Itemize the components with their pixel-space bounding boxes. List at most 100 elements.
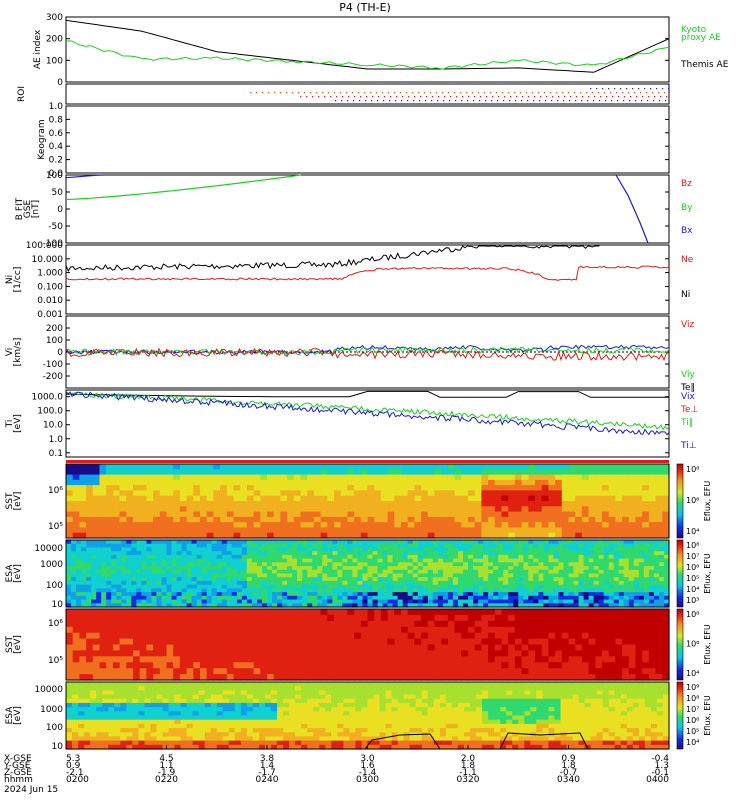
esa-ion-cell — [126, 566, 132, 571]
esa-ion-cell — [397, 603, 404, 608]
esa-ion-cell — [176, 566, 183, 571]
sst-ion-cell — [166, 522, 174, 528]
esa-ion-cell — [543, 592, 549, 597]
sst-elec-cell — [528, 609, 536, 616]
esa-ion-cell — [633, 595, 640, 601]
sst-ion-cell — [334, 501, 342, 507]
esa-ion-cell — [166, 547, 173, 552]
esa-ion-cell — [181, 569, 188, 575]
esa-ion-cell — [277, 603, 283, 608]
roi-dot — [527, 100, 529, 102]
sst-elec-cell — [340, 626, 348, 634]
esa-ion-cell — [161, 566, 168, 571]
sst-ion-cell — [173, 474, 181, 481]
esa-ion-cell — [221, 562, 228, 567]
sst-elec-cell — [267, 609, 275, 616]
sst-ion-cell — [226, 495, 235, 502]
esa-ion-cell — [121, 580, 127, 586]
sst-elec-cell — [226, 638, 235, 646]
sst-ion-cell — [206, 527, 214, 534]
sst-ion-cell — [320, 532, 328, 539]
esa-ion-cell — [231, 562, 238, 567]
sst-elec-cell — [267, 620, 275, 628]
sst-ion-cell — [655, 501, 663, 507]
esa-ion-cell — [447, 543, 454, 548]
sst-ion-cell — [615, 527, 623, 534]
esa-elec-cell — [66, 707, 73, 712]
esa-ion-cell — [71, 573, 77, 578]
esa-ion-cell — [432, 547, 439, 552]
sst-elec-cell — [320, 668, 328, 675]
sst-ion-cell — [427, 501, 436, 507]
esa-ion-cell — [211, 595, 218, 601]
esa-ion-cell — [257, 588, 263, 593]
sst-ion-cell — [273, 506, 281, 513]
sst-elec-cell — [454, 609, 462, 616]
roi-dot — [472, 92, 474, 94]
esa-ion-cell — [96, 592, 102, 597]
esa-ion-cell — [111, 566, 117, 571]
esa-ion-cell — [116, 580, 122, 586]
esa-ion-cell — [277, 566, 283, 571]
sst-elec-cell — [602, 626, 610, 634]
esa-ion-cell — [191, 558, 198, 563]
sst-elec-cell — [267, 674, 275, 681]
esa-ion-cell — [422, 584, 429, 589]
sst-elec-cell — [106, 638, 114, 646]
sst-elec-cell — [340, 674, 348, 681]
roi-dot — [370, 92, 372, 94]
esa-ion-cell — [121, 584, 127, 589]
sst-elec-cell — [260, 674, 268, 681]
esa-ion-cell — [518, 592, 524, 597]
sst-ion-cell — [300, 495, 308, 502]
sst-elec-cell — [414, 668, 422, 675]
sst-elec-cell — [253, 644, 261, 651]
sst-elec-cell — [287, 644, 295, 651]
esa-ion-cell — [181, 573, 188, 578]
sst-ion-cell — [320, 501, 328, 507]
sst-ion-cell — [354, 511, 362, 518]
sst-ion-cell — [133, 479, 141, 486]
esa-ion-cell — [488, 543, 494, 548]
sst-ion-cell — [106, 479, 114, 486]
sst-ion-cell — [555, 479, 563, 486]
ae-panel — [65, 16, 670, 83]
sst-elec-cell — [655, 626, 663, 634]
esa-ion-cell — [483, 558, 489, 563]
esa-ion-cell — [357, 566, 364, 571]
sst-elec-cell — [474, 626, 482, 634]
sst-ion-cell — [642, 501, 650, 507]
esa-ion-cell — [297, 569, 303, 575]
esa-elec-cell — [90, 740, 97, 746]
sst-ion-cell — [133, 469, 141, 476]
esa-ion-cell — [543, 547, 549, 552]
esa-ion-cell — [111, 558, 117, 563]
esa-ion-cell — [211, 580, 218, 586]
sst-ion-cell — [267, 474, 275, 481]
sst-ion-cell — [213, 464, 221, 470]
sst-ion-cell — [608, 495, 616, 502]
esa-ion-cell — [176, 551, 183, 556]
esa-ion-cell — [221, 592, 228, 597]
sst-elec-cell — [193, 668, 201, 675]
esa-ion-cell — [327, 584, 333, 589]
sst-elec-cell — [246, 626, 255, 634]
esa-ion-cell — [277, 558, 283, 563]
sst-elec-cell — [166, 632, 174, 640]
esa-ion-cell — [583, 599, 590, 604]
sst-ion-cell — [421, 474, 429, 481]
esa-ion-cell — [166, 562, 173, 567]
roi-dot — [406, 92, 408, 94]
sst-elec-cell — [541, 638, 549, 646]
esa-ion-cell — [342, 592, 348, 597]
sst-elec-cell — [153, 609, 161, 616]
esa-ion-cell — [241, 603, 248, 608]
sst-elec-cell — [354, 620, 362, 628]
esa-ion-cell — [211, 592, 218, 597]
sst-elec-cell — [119, 668, 127, 675]
sst-ion-cell — [327, 485, 335, 491]
esa-ion-cell — [538, 584, 544, 589]
sst-ion-cell — [380, 516, 389, 523]
roi-dot — [610, 92, 612, 94]
sst-ion-cell — [166, 490, 174, 497]
